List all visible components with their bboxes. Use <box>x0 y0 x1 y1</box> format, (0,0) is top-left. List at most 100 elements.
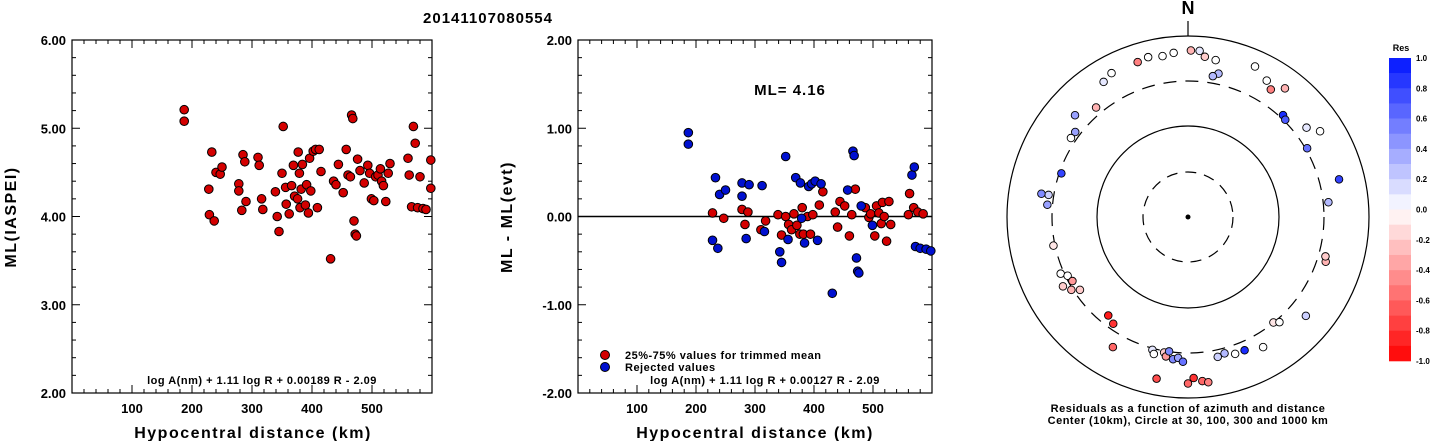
rejected-point <box>780 151 791 162</box>
plot0-xtick-label: 100 <box>121 401 143 416</box>
data-point <box>270 186 281 197</box>
data-point <box>351 231 362 241</box>
data-point <box>288 160 299 171</box>
station-point <box>1070 127 1080 137</box>
data-point <box>179 104 189 115</box>
plot2-points <box>683 127 936 299</box>
station-point <box>1200 52 1210 62</box>
station-point <box>1213 352 1222 362</box>
ring-100km <box>1096 125 1280 309</box>
station-point <box>1109 319 1118 329</box>
rejected-point <box>827 288 838 299</box>
plot0-xtick-label: 200 <box>181 401 203 416</box>
data-point <box>359 178 370 188</box>
plot2-formula: log A(nm) + 1.11 log R + 0.00127 R - 2.0… <box>650 375 880 387</box>
data-point <box>241 196 251 207</box>
data-point <box>408 121 419 132</box>
legend-marker-rejected <box>600 362 610 372</box>
station-point <box>1302 143 1312 153</box>
data-point <box>312 202 323 213</box>
trimmed-mean-point <box>879 211 890 222</box>
trimmed-mean-point <box>846 209 857 220</box>
data-point <box>179 116 189 126</box>
ml-vs-distance-chart: 2.00 3.00 4.00 5.00 6.00 100 200 300 400 500 log… <box>3 33 436 441</box>
rejected-point <box>907 170 917 180</box>
data-point <box>333 159 344 170</box>
trimmed-mean-point <box>881 236 892 247</box>
station-point <box>1091 103 1101 112</box>
legend-label-trimmed-mean: 25%-75% values for trimmed mean <box>625 350 821 362</box>
data-point <box>234 186 244 196</box>
trimmed-mean-point <box>780 211 791 222</box>
rejected-point <box>720 185 731 195</box>
plot1-frame <box>71 39 433 394</box>
trimmed-mean-point <box>904 188 915 199</box>
data-point <box>381 196 391 207</box>
rejected-point <box>757 180 767 191</box>
colorbar-cell <box>1389 118 1411 135</box>
north-label: N <box>1182 0 1195 18</box>
station-point <box>1066 133 1076 143</box>
rejected-point <box>774 247 785 257</box>
data-point <box>294 168 305 179</box>
plot0-xtick-label: 400 <box>301 401 323 416</box>
station-point <box>1158 51 1167 61</box>
data-point <box>254 160 265 171</box>
data-point <box>258 204 268 215</box>
trimmed-mean-point <box>760 216 771 226</box>
colorbar-cell <box>1389 103 1411 119</box>
colorbar-tick-label: 0.2 <box>1416 175 1428 184</box>
rejected-point <box>741 233 751 244</box>
data-point <box>363 160 373 171</box>
colorbar-tick-label: -1.0 <box>1416 357 1430 366</box>
rejected-point <box>909 162 920 172</box>
plot1-ytick-label: 2.00 <box>547 33 572 48</box>
data-point <box>277 168 287 179</box>
trimmed-mean-point <box>718 213 729 224</box>
trimmed-mean-point <box>797 202 808 213</box>
colorbar-cell <box>1389 224 1411 241</box>
data-point <box>240 156 250 167</box>
colorbar-cell <box>1389 209 1411 225</box>
station-point <box>1067 285 1076 295</box>
rejected-point <box>867 220 878 231</box>
station-point <box>1301 311 1311 321</box>
colorbar-tick-label: -0.2 <box>1416 236 1430 245</box>
station-point <box>1211 55 1220 65</box>
rejected-point <box>776 257 787 268</box>
data-point <box>341 144 352 155</box>
station-point <box>1266 85 1276 94</box>
plot0-ytick-label: 5.00 <box>41 121 66 136</box>
colorbar-tick-label: 0.6 <box>1416 115 1428 124</box>
plot1-xtick-label: 300 <box>744 401 766 416</box>
rejected-point <box>783 234 793 245</box>
rejected-point <box>799 238 810 248</box>
rejected-point <box>816 179 826 189</box>
colorbar-cell <box>1389 315 1411 331</box>
data-point <box>204 209 215 220</box>
rejected-point <box>796 213 807 224</box>
station-point <box>1108 342 1118 352</box>
plot1-ytick-label: 0.00 <box>547 210 572 225</box>
data-point <box>352 154 363 164</box>
rejected-point <box>926 246 936 256</box>
rejected-point <box>737 191 747 202</box>
data-point <box>281 199 292 209</box>
station-point <box>1321 252 1330 261</box>
station-point <box>1063 271 1072 280</box>
colorbar-cell <box>1389 270 1411 286</box>
trimmed-mean-point <box>903 209 914 220</box>
colorbar-cell <box>1389 148 1411 165</box>
rejected-point <box>759 226 770 237</box>
ml-value-label: ML= 4.16 <box>754 82 826 99</box>
station-point <box>1044 190 1053 200</box>
data-point <box>415 171 425 182</box>
data-point <box>316 166 326 177</box>
colorbar-tick-label: 0.4 <box>1416 145 1428 154</box>
rejected-point <box>795 178 806 188</box>
station-point <box>1043 200 1052 209</box>
plot0-ytick-label: 3.00 <box>41 298 66 313</box>
rejected-point <box>856 201 867 211</box>
data-point <box>421 204 431 215</box>
plot2-y-axis: -2.00 -1.00 0.00 1.00 2.00 <box>542 33 932 401</box>
